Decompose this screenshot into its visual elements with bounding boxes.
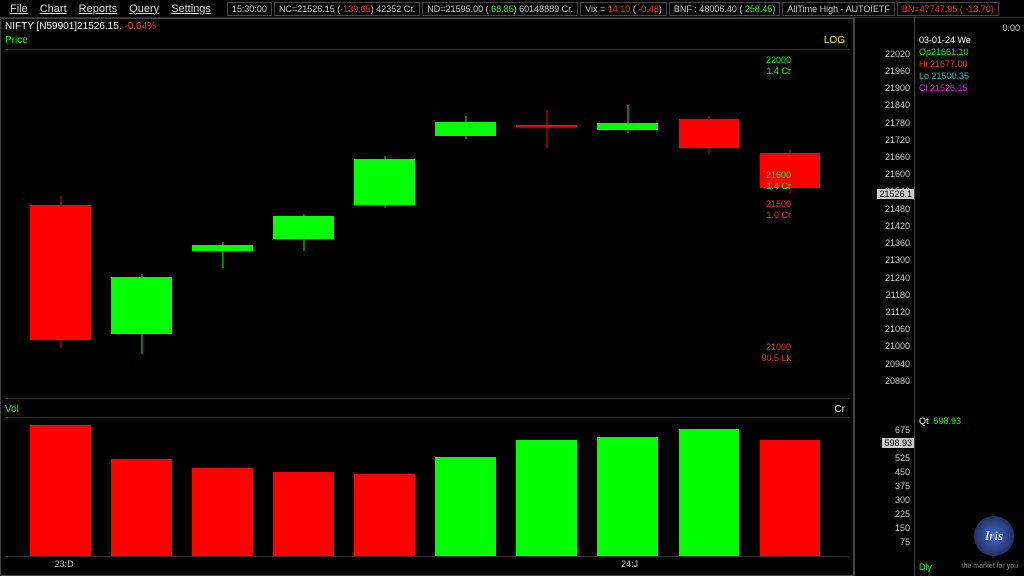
status-box-4: AllTime High - AUTOIETF	[782, 2, 895, 16]
y-tick: 21480	[885, 204, 910, 214]
menubar: FileChartReportsQuerySettings 15:30:00NC…	[0, 0, 1024, 18]
vol-y-tick: 450	[895, 467, 910, 477]
status-box-5: BN=47747.95 ( -13.70)	[897, 2, 999, 16]
volume-bar-6[interactable]	[516, 440, 577, 556]
qt-value: Qt 598.93	[919, 416, 961, 426]
dly-label: Dly	[919, 562, 932, 572]
candle-0[interactable]	[30, 50, 91, 398]
volume-chart[interactable]	[5, 417, 849, 557]
volume-bar-0[interactable]	[30, 425, 91, 556]
iris-logo: Iris	[974, 516, 1014, 556]
volume-bar-1[interactable]	[111, 459, 172, 556]
y-tick: 21300	[885, 255, 910, 265]
vol-y-tick: 300	[895, 495, 910, 505]
volume-bar-7[interactable]	[597, 437, 658, 556]
price-marker: 21526.1	[877, 189, 914, 199]
y-axis-panel: 22020 21960 21900 21840 21780 21720 21660 21600…	[854, 18, 914, 576]
volume-bar-4[interactable]	[354, 474, 415, 556]
price-annotation: 220001.4 Cr	[766, 55, 791, 77]
y-tick: 21780	[885, 118, 910, 128]
status-box-3: BNF : 48006.40 ( 258.45)	[669, 2, 781, 16]
candle-1[interactable]	[111, 50, 172, 398]
price-label: Price	[5, 35, 28, 46]
y-tick: 21120	[886, 307, 910, 317]
status-box-1: ND=21595.00 ( 68.85) 60148889 Cr.	[422, 2, 578, 16]
candle-5[interactable]	[435, 50, 496, 398]
y-tick: 22020	[885, 49, 910, 59]
volume-bar-9[interactable]	[760, 440, 821, 556]
price-annotation: 215001.0 Cr	[766, 199, 791, 221]
status-time: 15:30:00	[227, 2, 272, 16]
volume-bar-2[interactable]	[192, 468, 253, 556]
menu-query[interactable]: Query	[123, 1, 165, 17]
y-tick: 21660	[885, 152, 910, 162]
chart-panel[interactable]: NIFTY [N59901]21526.15. -0.64% Price LOG…	[0, 18, 854, 576]
vol-marker: 598.93	[882, 438, 914, 448]
status-box-0: NC=21526.15 (-139.65) 42352 Cr.	[274, 2, 420, 16]
candle-7[interactable]	[597, 50, 658, 398]
candle-2[interactable]	[192, 50, 253, 398]
y-tick: 21420	[885, 221, 910, 231]
volume-bar-8[interactable]	[679, 429, 740, 556]
vol-y-tick: 150	[895, 523, 910, 533]
y-tick: 21360	[885, 238, 910, 248]
vol-y-tick: 225	[895, 509, 910, 519]
y-tick: 21840	[885, 100, 910, 110]
symbol-info: NIFTY [N59901]21526.15. -0.64%	[5, 21, 156, 32]
y-tick: 21180	[886, 290, 910, 300]
volume-bar-3[interactable]	[273, 472, 334, 556]
ohlc-panel: 0.00 03-01-24 We Op21661.10 Hi 21677.00 …	[914, 18, 1024, 576]
price-annotation: 216001.4 Cr	[766, 170, 791, 192]
status-box-2: Vix = 14.10 ( -0.48)	[580, 2, 667, 16]
x-tick: 24:J	[621, 559, 638, 569]
cr-label: Cr	[834, 404, 845, 415]
candlestick-chart[interactable]	[5, 49, 849, 399]
menu-settings[interactable]: Settings	[165, 1, 217, 17]
volume-label: Vol	[5, 404, 19, 415]
y-tick: 20940	[885, 359, 910, 369]
volume-bar-5[interactable]	[435, 457, 496, 556]
y-tick: 21000	[885, 341, 910, 351]
y-tick: 21240	[885, 273, 910, 283]
x-tick: 23:D	[55, 559, 74, 569]
candle-3[interactable]	[273, 50, 334, 398]
y-tick: 21960	[885, 66, 910, 76]
logo-tagline: the market for you	[962, 563, 1018, 570]
menu-reports[interactable]: Reports	[73, 1, 124, 17]
y-tick: 21600	[885, 169, 910, 179]
menu-chart[interactable]: Chart	[34, 1, 73, 17]
candle-4[interactable]	[354, 50, 415, 398]
log-label: LOG	[824, 35, 845, 46]
price-annotation: 2100090.5 Lk	[761, 342, 791, 364]
y-tick: 21900	[885, 83, 910, 93]
y-tick: 21060	[885, 324, 910, 334]
y-tick: 21720	[885, 135, 910, 145]
menu-file[interactable]: File	[4, 1, 34, 17]
y-tick: 20880	[885, 376, 910, 386]
vol-y-tick: 75	[900, 537, 910, 547]
vol-y-tick: 375	[895, 481, 910, 491]
candle-8[interactable]	[679, 50, 740, 398]
vol-y-tick: 525	[895, 453, 910, 463]
candle-6[interactable]	[516, 50, 577, 398]
vol-y-tick: 675	[895, 425, 910, 435]
x-axis: 23:D 24:J	[5, 559, 849, 573]
